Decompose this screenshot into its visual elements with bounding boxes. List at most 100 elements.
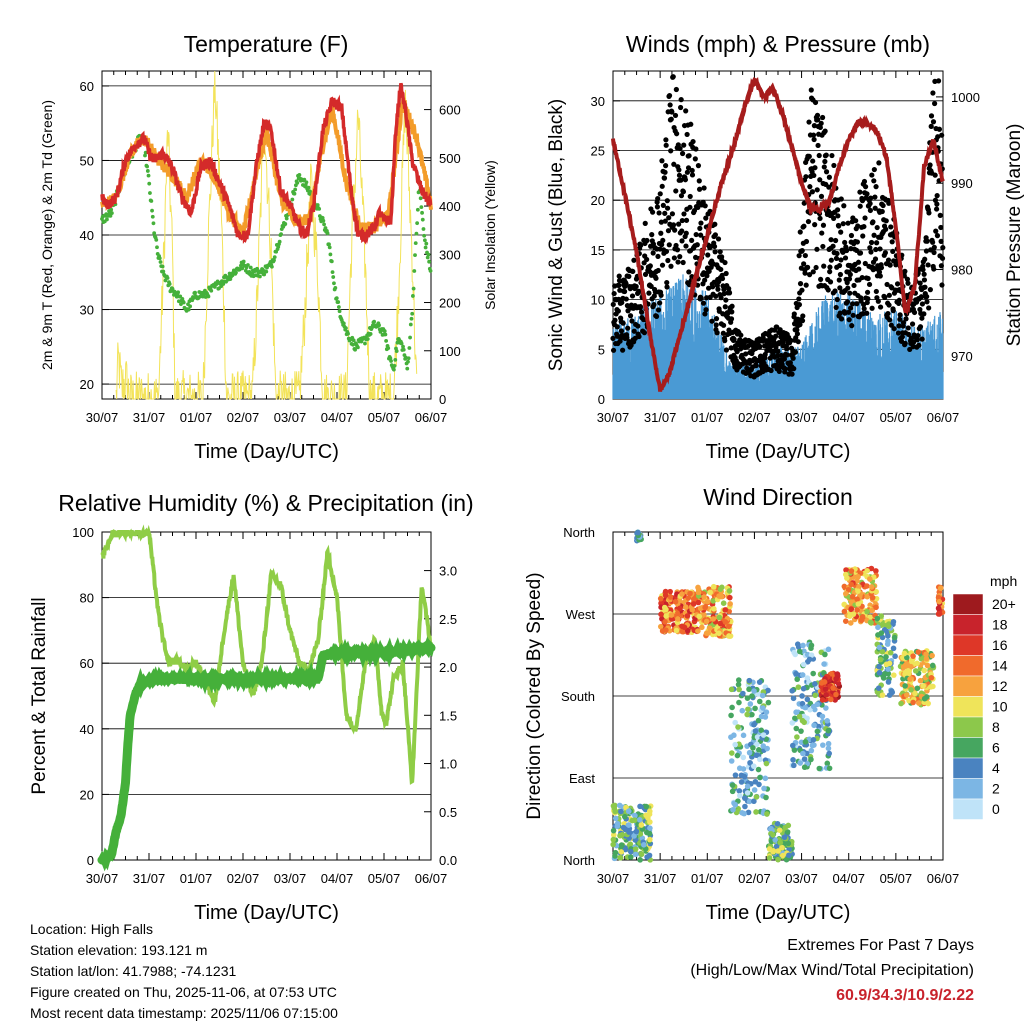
gust-point bbox=[847, 290, 853, 296]
direction-point bbox=[618, 842, 625, 848]
dewpoint-point bbox=[176, 290, 181, 295]
dewpoint-point bbox=[414, 231, 419, 236]
direction-point bbox=[667, 588, 673, 595]
direction-point bbox=[758, 713, 765, 720]
direction-point bbox=[917, 677, 924, 684]
direction-point bbox=[658, 611, 664, 618]
gust-point bbox=[893, 258, 899, 264]
dewpoint-point bbox=[262, 272, 267, 277]
gust-point bbox=[890, 308, 896, 314]
gust-point bbox=[905, 331, 912, 337]
gust-point bbox=[872, 205, 878, 211]
direction-point bbox=[747, 701, 754, 707]
direction-point bbox=[744, 783, 751, 790]
dewpoint-point bbox=[167, 282, 172, 286]
gust-point bbox=[700, 300, 707, 306]
gust-point bbox=[938, 238, 944, 244]
direction-point bbox=[756, 698, 763, 705]
gust-point bbox=[681, 142, 687, 148]
gust-point bbox=[722, 304, 728, 310]
direction-point bbox=[749, 711, 755, 718]
direction-point bbox=[677, 605, 683, 612]
colorbar-level-label: 10 bbox=[992, 699, 1008, 715]
y-tick-label: 15 bbox=[591, 243, 605, 258]
direction-point bbox=[790, 757, 796, 763]
gust-point bbox=[674, 131, 680, 137]
gust-point bbox=[712, 221, 718, 227]
gust-point bbox=[793, 335, 799, 341]
direction-point bbox=[668, 612, 675, 618]
gust-point bbox=[871, 232, 877, 238]
gust-point bbox=[702, 311, 708, 317]
direction-point bbox=[726, 623, 732, 630]
dewpoint-point bbox=[356, 345, 360, 350]
direction-point bbox=[695, 628, 701, 634]
gust-point bbox=[775, 348, 781, 355]
gust-point bbox=[653, 275, 659, 281]
colorbar-swatch bbox=[952, 737, 984, 759]
gust-point bbox=[857, 203, 863, 209]
direction-point bbox=[773, 843, 780, 850]
direction-point bbox=[791, 649, 797, 656]
direction-point bbox=[801, 756, 808, 762]
gust-point bbox=[887, 317, 893, 323]
direction-point bbox=[753, 809, 759, 815]
direction-point bbox=[635, 529, 641, 536]
direction-point bbox=[892, 653, 898, 660]
gust-point bbox=[663, 163, 669, 169]
direction-point bbox=[636, 816, 643, 823]
gust-point bbox=[662, 169, 668, 175]
dewpoint-point bbox=[165, 276, 170, 280]
x-tick-label: 04/07 bbox=[832, 410, 865, 425]
dewpoint-point bbox=[351, 338, 356, 343]
gust-point bbox=[771, 348, 777, 355]
direction-point bbox=[742, 803, 748, 810]
direction-point bbox=[762, 775, 769, 782]
gust-point bbox=[773, 333, 779, 339]
gust-point bbox=[618, 328, 625, 334]
gust-point bbox=[616, 282, 622, 288]
extremes-box: Extremes For Past 7 Days (High/Low/Max W… bbox=[690, 933, 974, 1008]
gust-point bbox=[642, 220, 648, 226]
direction-point bbox=[784, 829, 791, 835]
gust-point bbox=[930, 90, 936, 96]
gust-point bbox=[887, 262, 893, 268]
gust-point bbox=[670, 222, 677, 228]
gust-point bbox=[673, 86, 679, 93]
dewpoint-point bbox=[393, 357, 398, 362]
direction-point bbox=[841, 583, 848, 590]
direction-point bbox=[711, 605, 717, 612]
gust-point bbox=[926, 210, 932, 216]
direction-point bbox=[640, 842, 647, 848]
gust-point bbox=[729, 303, 735, 309]
gust-point bbox=[709, 284, 716, 290]
dewpoint-point bbox=[292, 191, 297, 196]
direction-point bbox=[789, 720, 796, 726]
direction-point bbox=[662, 588, 669, 595]
direction-point bbox=[732, 801, 738, 808]
dewpoint-point bbox=[272, 255, 277, 260]
dewpoint-point bbox=[377, 323, 381, 328]
gust-point bbox=[935, 134, 941, 140]
direction-point bbox=[755, 717, 762, 724]
gust-point bbox=[777, 327, 783, 333]
direction-point bbox=[746, 749, 753, 756]
dewpoint-point bbox=[317, 206, 322, 211]
gust-point bbox=[939, 255, 946, 261]
direction-point bbox=[625, 808, 632, 815]
gust-point bbox=[651, 302, 657, 308]
gust-point bbox=[896, 297, 902, 303]
direction-point bbox=[772, 837, 779, 843]
gust-point bbox=[905, 325, 911, 331]
direction-point bbox=[774, 820, 781, 827]
extremes-title: Extremes For Past 7 Days bbox=[787, 937, 974, 954]
y2-tick-label: 2.5 bbox=[439, 612, 457, 627]
gust-point bbox=[738, 332, 744, 338]
gust-point bbox=[871, 166, 877, 173]
gust-point bbox=[861, 223, 867, 230]
direction-point bbox=[799, 717, 806, 724]
direction-point bbox=[848, 568, 855, 574]
gust-point bbox=[873, 288, 879, 295]
direction-point bbox=[842, 571, 849, 578]
dewpoint-point bbox=[160, 264, 165, 269]
